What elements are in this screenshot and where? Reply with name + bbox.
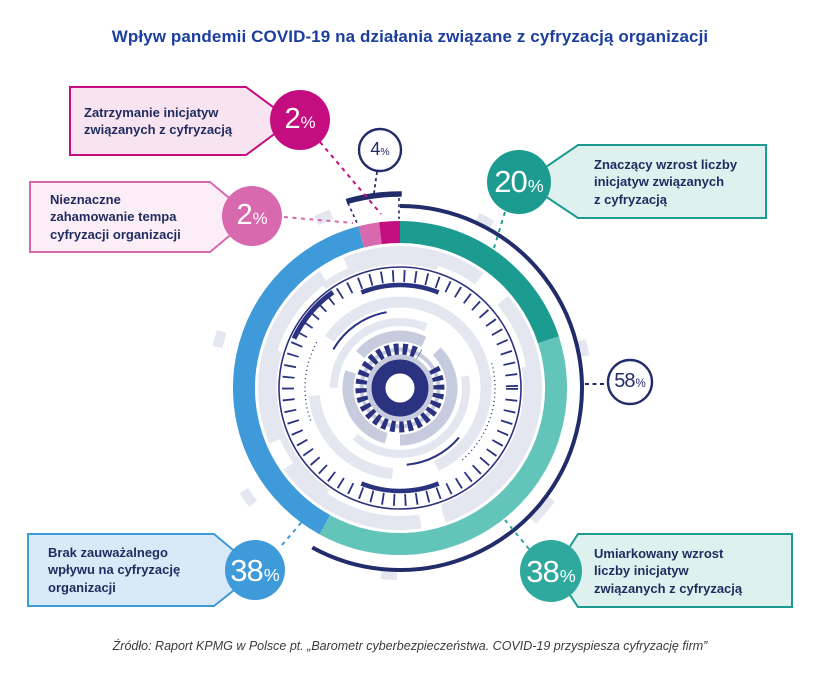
segment-stop-2 [379, 220, 401, 245]
source-note: Źródło: Raport KPMG w Polsce pt. „Barome… [112, 639, 708, 653]
percent-sign: % [252, 209, 268, 228]
dial-ring [360, 282, 440, 295]
badge-slight-slowdown-2pct: 2% [202, 199, 302, 232]
dial-ring [258, 246, 542, 530]
percent-sign: % [635, 377, 646, 390]
badge-no-impact-38pct: 38% [205, 553, 305, 589]
dial-ring [208, 196, 592, 580]
callout-line: Umiarkowany wzrost [594, 546, 724, 561]
callout-line: zahamowanie tempa [50, 209, 177, 225]
badge-circle-total-decrease [357, 127, 403, 173]
badge-circle-total-increase [606, 358, 654, 406]
badge-value: 4 [370, 139, 380, 159]
dial-ring [308, 296, 492, 480]
callout-text-slight-slowdown: Nieznaczne zahamowanie tempa cyfryzacji … [50, 191, 215, 243]
dial-ring [332, 311, 387, 351]
percent-sign: % [559, 566, 576, 586]
callout-line: Znaczący wzrost liczby [594, 157, 738, 172]
dial-ring [360, 481, 440, 494]
callout-text-stop: Zatrzymanie inicjatyw związanych z cyfry… [84, 104, 259, 139]
callout-line: Brak zauważalnego [48, 545, 168, 560]
dial-ring [282, 270, 518, 506]
badge-value: 38 [230, 553, 263, 588]
dial-ring [371, 359, 429, 417]
badge-value: 2 [284, 103, 300, 135]
badge-significant-increase-20pct: 20% [469, 164, 569, 200]
badge-total-decrease-4pct: 4% [330, 139, 430, 160]
callout-text-no-impact: Brak zauważalnego wpływu na cyfryzację o… [48, 544, 223, 596]
segment-moderate-increase-38 [319, 336, 568, 555]
badge-value: 38 [526, 554, 559, 589]
callout-line: Nieznaczne [50, 192, 121, 207]
connector-stop [319, 141, 382, 215]
dial-ring [269, 257, 531, 519]
badge-value: 2 [236, 199, 252, 231]
percent-sign: % [527, 176, 544, 196]
dial-ring [406, 436, 460, 466]
badge-stop-2pct: 2% [250, 103, 350, 136]
percent-sign: % [263, 565, 280, 585]
badge-moderate-increase-38pct: 38% [501, 554, 601, 590]
callout-line: z cyfryzacją [594, 191, 667, 207]
callout-line: liczby inicjatyw [594, 563, 689, 579]
callout-line: wpływu na cyfryzację [48, 562, 181, 578]
callout-line: organizacji [48, 579, 116, 595]
badge-circle-moderate-increase [520, 540, 582, 602]
badge-total-increase-58pct: 58% [580, 370, 680, 393]
callout-line: związanych z cyfryzacją [594, 580, 743, 596]
dial-ring [460, 363, 496, 462]
badge-circle-slight-slowdown [222, 186, 282, 246]
callout-box-significant-increase [522, 144, 767, 219]
connector-no-impact [281, 515, 308, 546]
dial-ring [366, 354, 434, 422]
dial-ring [330, 318, 470, 458]
callout-text-significant-increase: Znaczący wzrost liczby inicjatyw związan… [594, 156, 769, 208]
connector-cap-left [347, 202, 358, 224]
dial-decoration [208, 191, 592, 580]
callout-text-moderate-increase: Umiarkowany wzrost liczby inicjatyw zwią… [594, 545, 794, 597]
callout-line: Zatrzymanie inicjatyw [84, 105, 219, 120]
dial-ring [355, 343, 445, 433]
badge-circle-no-impact [225, 540, 285, 600]
connector-moderate [504, 519, 530, 550]
connector-decrease-total [373, 171, 378, 194]
badge-value: 20 [494, 164, 527, 199]
arc-total-increase-58 [311, 204, 584, 572]
segment-no-impact-38 [232, 226, 364, 535]
percent-sign: % [380, 147, 390, 158]
badge-circle-significant-increase [487, 150, 551, 214]
percent-sign: % [300, 113, 316, 132]
connector-slowdown [283, 216, 354, 224]
dial-ring [278, 266, 522, 510]
connector-significant [493, 211, 506, 249]
segment-slight-slowdown-2 [358, 222, 382, 248]
callout-line: związanych z cyfryzacją [84, 122, 233, 138]
badge-circle-stop [270, 90, 330, 150]
callout-line: inicjatyw związanych [594, 174, 725, 190]
arc-total-decrease-4 [345, 191, 402, 205]
callout-line: cyfryzacji organizacji [50, 226, 181, 242]
segment-significant-increase-20 [399, 221, 559, 344]
page-title: Wpływ pandemii COVID-19 na działania zwi… [111, 27, 709, 46]
badge-value: 58 [614, 370, 635, 392]
callout-box-stop [69, 86, 294, 156]
dial-ring [291, 290, 335, 340]
dial-ring [304, 340, 319, 421]
dial-ring [342, 330, 458, 446]
